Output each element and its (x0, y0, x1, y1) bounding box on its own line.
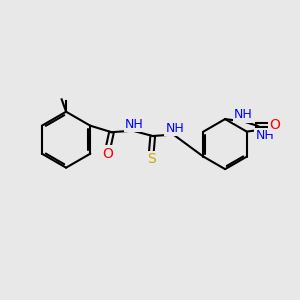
Text: S: S (147, 152, 156, 166)
Text: O: O (103, 147, 113, 161)
Text: NH: NH (165, 122, 184, 135)
Text: NH: NH (256, 129, 274, 142)
Text: O: O (269, 118, 280, 132)
Text: NH: NH (234, 109, 253, 122)
Text: O: O (103, 147, 113, 161)
Text: S: S (147, 152, 156, 166)
Text: NH: NH (125, 118, 144, 131)
Text: NH: NH (165, 122, 184, 135)
Text: O: O (269, 118, 280, 132)
Text: NH: NH (256, 129, 274, 142)
Text: NH: NH (234, 109, 253, 122)
Text: NH: NH (125, 118, 144, 131)
